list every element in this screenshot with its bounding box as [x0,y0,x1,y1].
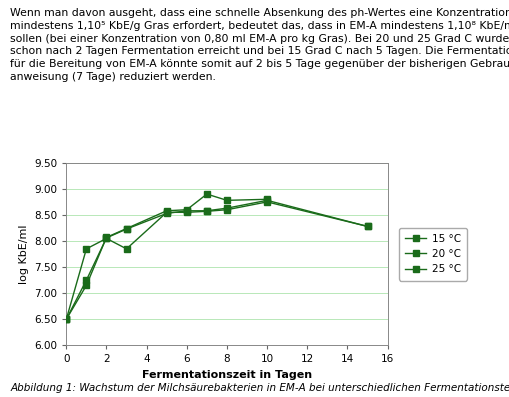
X-axis label: Fermentationszeit in Tagen: Fermentationszeit in Tagen [142,370,312,380]
Legend: 15 °C, 20 °C, 25 °C: 15 °C, 20 °C, 25 °C [399,227,466,281]
Y-axis label: log KbE/ml: log KbE/ml [18,224,29,284]
Text: Wenn man davon ausgeht, dass eine schnelle Absenkung des ph-Wertes eine Konzentr: Wenn man davon ausgeht, dass eine schnel… [10,8,509,82]
Text: Abbildung 1: Wachstum der Milchsäurebakterien in EM-A bei unterschiedlichen Ferm: Abbildung 1: Wachstum der Milchsäurebakt… [10,383,509,393]
